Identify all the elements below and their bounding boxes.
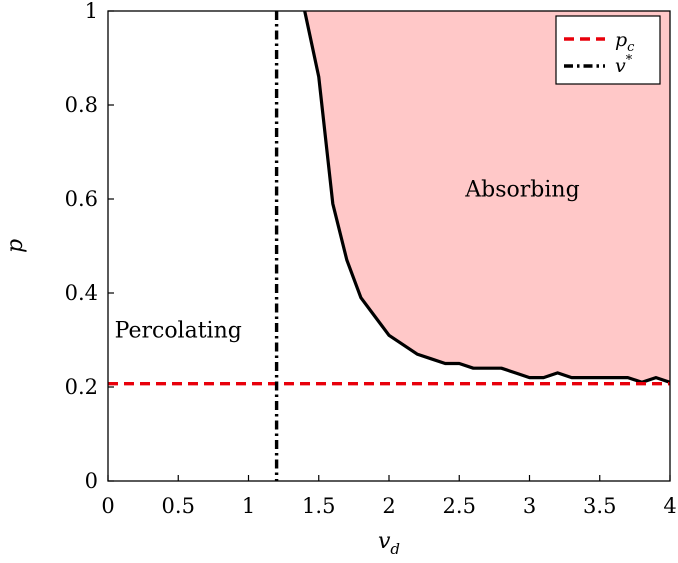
y-tick-label: 0.6 <box>65 187 98 211</box>
x-tick-label: 0 <box>101 494 114 518</box>
y-tick-label: 0.2 <box>65 375 98 399</box>
x-tick-label: 2 <box>382 494 395 518</box>
region-label-percolating: Percolating <box>115 319 242 344</box>
legend-box <box>555 15 661 85</box>
x-tick-label: 3.5 <box>583 494 616 518</box>
axis-ticks: 0 0.5 1 1.5 2 2.5 3 3.5 4 0 0.2 0.4 0.6 0.8 1 <box>65 0 677 518</box>
x-tick-label: 4 <box>663 494 676 518</box>
phase-boundary-line <box>303 11 670 384</box>
x-axis-label: vd <box>378 529 400 558</box>
x-tick-label: 1 <box>242 494 255 518</box>
absorbing-region-fill <box>304 11 670 383</box>
y-tick-label: 0.4 <box>65 281 98 305</box>
legend-label-pc: pc <box>615 29 635 55</box>
legend: pc v* <box>555 15 661 85</box>
y-tick-label: 1 <box>85 0 98 23</box>
y-axis-label: p <box>3 239 28 253</box>
x-tick-label: 1.5 <box>302 494 335 518</box>
x-tick-label: 3 <box>523 494 536 518</box>
y-tick-label: 0 <box>85 469 98 493</box>
x-tick-label: 2.5 <box>443 494 476 518</box>
region-label-absorbing: Absorbing <box>464 178 579 203</box>
y-tick-label: 0.8 <box>65 93 98 117</box>
legend-label-v-star: v* <box>615 53 633 77</box>
x-tick-label: 0.5 <box>162 494 195 518</box>
